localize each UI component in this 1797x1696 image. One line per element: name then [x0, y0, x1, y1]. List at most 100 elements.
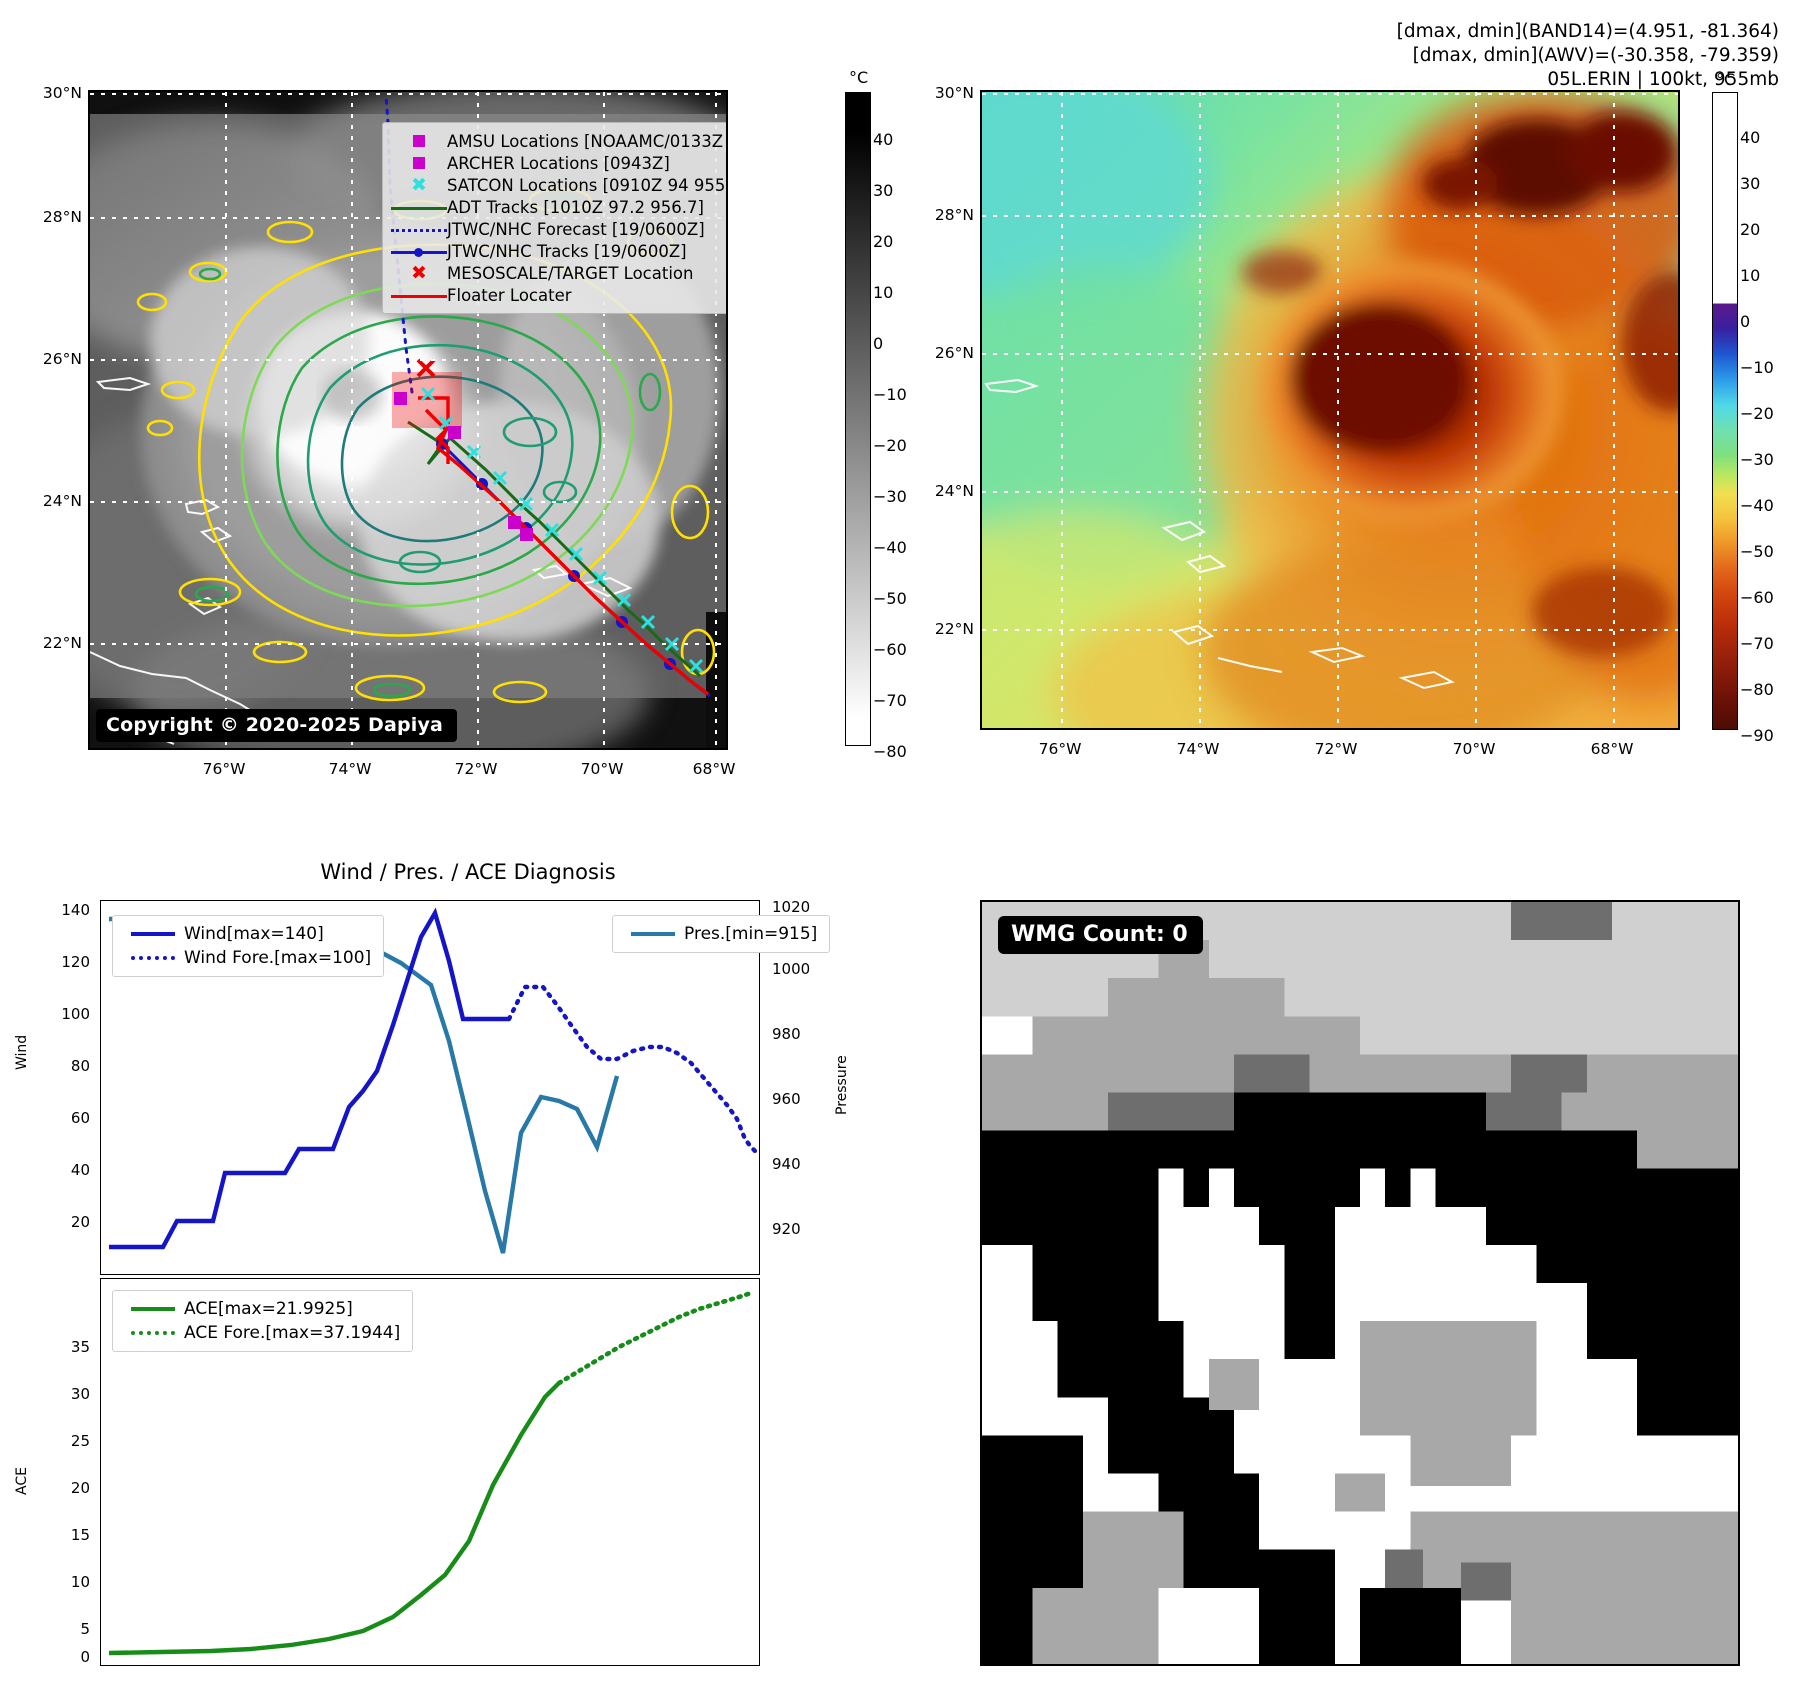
legend-label: JTWC/NHC Forecast [19/0600Z] — [447, 219, 705, 239]
floater-locater — [424, 408, 710, 696]
legend-item-jtwc-tracks: JTWC/NHC Tracks [19/0600Z] — [391, 240, 726, 262]
dmax-dmin-band14: [dmax, dmin](BAND14)=(4.951, -81.364) — [1396, 21, 1779, 42]
ir-lat-label: 28°N — [42, 208, 82, 226]
legend-item-jtwc-forecast: JTWC/NHC Forecast [19/0600Z] — [391, 218, 726, 240]
legend-key-dotted-line-icon — [391, 218, 447, 240]
storm-summary: 05L.ERIN | 100kt, 955mb — [1547, 69, 1779, 91]
y-tick: 5 — [80, 1620, 90, 1638]
legend-label: ACE[max=21.9925] — [184, 1299, 353, 1319]
cbar-tick: −30 — [1740, 450, 1774, 469]
pressure-axis-label: Pressure — [834, 1055, 850, 1115]
legend-item-wind: Wind[max=140] — [122, 922, 371, 946]
y-tick: 960 — [772, 1090, 801, 1108]
y-tick: 80 — [70, 1057, 90, 1075]
cbar-tick: 0 — [873, 334, 884, 353]
ir-lat-label: 26°N — [42, 350, 82, 368]
awv-lon-label: 72°W — [1314, 740, 1358, 758]
legend-key-line-icon — [622, 922, 684, 946]
y-tick: 1000 — [772, 960, 811, 978]
awv-lon-label: 68°W — [1590, 740, 1634, 758]
legend-label: ARCHER Locations [0943Z] — [447, 153, 670, 173]
wind-series — [109, 907, 509, 1250]
cbar-tick: −20 — [1740, 404, 1774, 423]
awv-lat-label: 26°N — [934, 344, 974, 362]
cbar-tick: 10 — [1740, 266, 1761, 285]
legend-key-dotted-line-icon — [122, 1321, 184, 1345]
awv-lat-label: 22°N — [934, 620, 974, 638]
y-tick: 35 — [70, 1338, 90, 1356]
legend-key-line-icon — [391, 196, 447, 218]
cbar-tick: −40 — [1740, 496, 1774, 515]
cbar-tick: −60 — [1740, 588, 1774, 607]
legend-label: ADT Tracks [1010Z 97.2 956.7] — [447, 197, 704, 217]
cbar-tick: 0 — [1740, 312, 1751, 331]
y-tick: 15 — [70, 1526, 90, 1544]
legend-key-line-icon — [122, 1297, 184, 1321]
cbar-tick: 20 — [1740, 220, 1761, 239]
ace-legend: ACE[max=21.9925] ACE Fore.[max=37.1944] — [112, 1290, 414, 1352]
y-tick: 980 — [772, 1025, 801, 1043]
pressure-legend: Pres.[min=915] — [612, 915, 831, 953]
legend-label: ACE Fore.[max=37.1944] — [184, 1323, 401, 1343]
y-tick: 40 — [70, 1161, 90, 1179]
wind-forecast-series — [506, 984, 758, 1154]
ir-lon-label: 70°W — [580, 760, 624, 778]
cbar-tick: 30 — [873, 181, 894, 200]
legend-item-archer: ARCHER Locations [0943Z] — [391, 152, 726, 174]
y-tick: 30 — [70, 1385, 90, 1403]
awv-lat-label: 24°N — [934, 482, 974, 500]
floater-box — [418, 396, 450, 464]
y-tick: 920 — [772, 1220, 801, 1238]
dmax-dmin-awv: [dmax, dmin](AWV)=(-30.358, -79.359) — [1412, 45, 1779, 67]
cbar-tick: −70 — [1740, 634, 1774, 653]
awv-lat-label: 28°N — [934, 206, 974, 224]
legend-key-line-marker-icon — [391, 240, 447, 262]
ir-lon-label: 72°W — [454, 760, 498, 778]
legend-label: JTWC/NHC Tracks [19/0600Z] — [447, 241, 687, 261]
wmg-count-badge: WMG Count: 0 — [998, 916, 1203, 954]
ir-lat-label: 24°N — [42, 492, 82, 510]
coastlines — [984, 378, 1455, 690]
legend-key-line-icon — [391, 284, 447, 306]
legend-item-floater: Floater Locater — [391, 284, 726, 306]
copyright-banner: Copyright © 2020-2025 Dapiya — [96, 709, 458, 742]
wmg-panel[interactable]: WMG Count: 0 — [980, 900, 1740, 1666]
cbar-tick: 30 — [1740, 174, 1761, 193]
ir-lat-label: 22°N — [42, 634, 82, 652]
ir-satellite-map[interactable]: AMSU Locations [NOAAMC/0133Z 107 946] AR… — [88, 90, 728, 750]
ir-colorbar-unit: °C — [849, 68, 869, 87]
cbar-tick: −40 — [873, 538, 907, 557]
cbar-tick: 40 — [1740, 128, 1761, 147]
awv-lon-label: 76°W — [1038, 740, 1082, 758]
ir-lon-label: 74°W — [328, 760, 372, 778]
wind-legend: Wind[max=140] Wind Fore.[max=100] — [112, 915, 385, 977]
cbar-tick: −20 — [873, 436, 907, 455]
legend-label: SATCON Locations [0910Z 94 955] — [447, 175, 728, 195]
y-tick: 120 — [61, 953, 90, 971]
legend-label: MESOSCALE/TARGET Location — [447, 263, 694, 283]
ir-lon-label: 68°W — [692, 760, 736, 778]
wind-pres-ace-title: Wind / Pres. / ACE Diagnosis — [320, 860, 616, 884]
legend-key-square-icon — [391, 152, 447, 174]
y-tick: 20 — [70, 1479, 90, 1497]
legend-label: Pres.[min=915] — [684, 924, 818, 944]
y-tick: 20 — [70, 1213, 90, 1231]
ir-lat-label: 30°N — [42, 84, 82, 102]
cbar-tick: −70 — [873, 691, 907, 710]
cbar-tick: −80 — [1740, 680, 1774, 699]
awv-imagery — [982, 92, 1678, 728]
cbar-tick: 40 — [873, 130, 894, 149]
awv-lon-label: 74°W — [1176, 740, 1220, 758]
cbar-tick: −10 — [873, 385, 907, 404]
legend-label: Wind Fore.[max=100] — [184, 948, 372, 968]
awv-colorbar — [1712, 92, 1738, 730]
y-tick: 25 — [70, 1432, 90, 1450]
legend-item-mesoscale: ✖ MESOSCALE/TARGET Location — [391, 262, 726, 284]
awv-satellite-map[interactable] — [980, 90, 1680, 730]
awv-lon-label: 70°W — [1452, 740, 1496, 758]
legend-label: Floater Locater — [447, 285, 572, 305]
ir-colorbar-ticks: 40 30 20 10 0 −10 −20 −30 −40 −50 −60 −7… — [845, 92, 907, 761]
awv-colorbar-ticks: 40 30 20 10 0 −10 −20 −30 −40 −50 −60 −7… — [1712, 92, 1774, 745]
y-tick: 100 — [61, 1005, 90, 1023]
ace-axis-label: ACE — [14, 1467, 30, 1495]
